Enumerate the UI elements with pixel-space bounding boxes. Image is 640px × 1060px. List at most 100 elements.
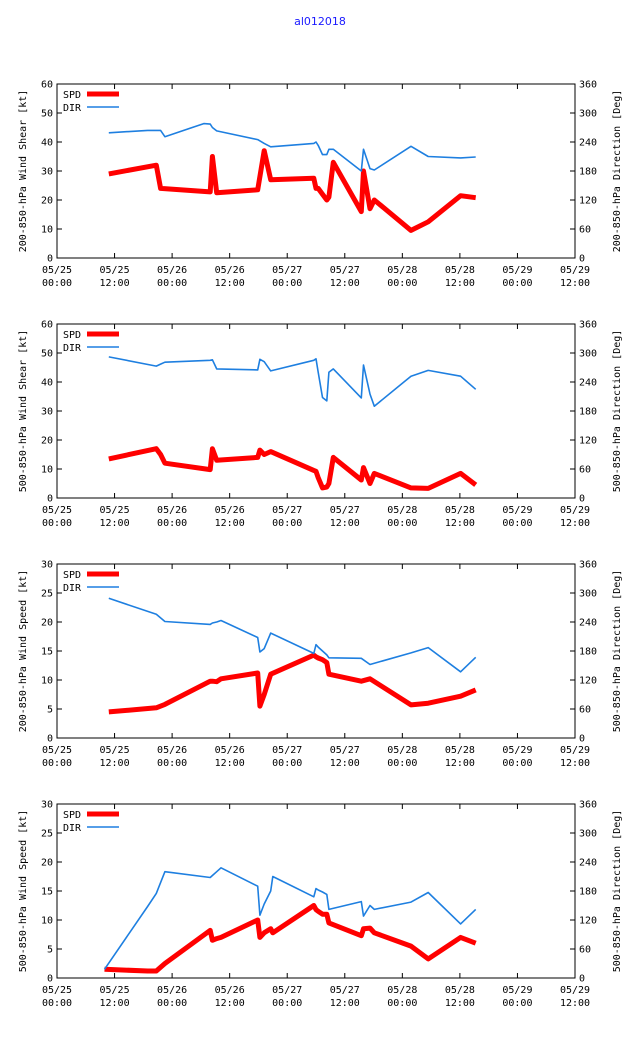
x-tick-label-date: 05/26	[215, 985, 245, 996]
x-tick-label-date: 05/28	[445, 985, 475, 996]
x-tick-label-time: 00:00	[42, 758, 72, 769]
y2-axis-label: 500-850-hPa Direction [Deg]	[612, 810, 623, 973]
y2-tick-label: 240	[579, 618, 597, 629]
x-tick-label-date: 05/27	[330, 985, 360, 996]
y2-tick-label: 0	[579, 254, 585, 265]
x-tick-label-time: 00:00	[387, 998, 417, 1009]
legend-label-dir: DIR	[63, 823, 82, 834]
y-tick-label: 25	[41, 589, 53, 600]
x-tick-label-time: 12:00	[560, 758, 590, 769]
x-tick-label-date: 05/28	[445, 265, 475, 276]
dir-series-line	[103, 866, 477, 970]
legend-label-spd: SPD	[63, 330, 81, 341]
x-tick-label-date: 05/28	[387, 985, 417, 996]
x-tick-label-time: 00:00	[502, 278, 532, 289]
x-tick-label-time: 00:00	[42, 998, 72, 1009]
y-tick-label: 60	[41, 80, 53, 91]
x-tick-label-date: 05/27	[272, 265, 302, 276]
panel-200-850-wind-speed: 05101520253006012018024030036005/2500:00…	[18, 560, 623, 770]
x-tick-label-time: 00:00	[387, 278, 417, 289]
y2-tick-label: 360	[579, 560, 597, 571]
x-tick-label-time: 00:00	[157, 518, 187, 529]
legend-label-spd: SPD	[63, 90, 81, 101]
x-tick-label-date: 05/25	[100, 505, 130, 516]
x-tick-label-date: 05/29	[502, 985, 532, 996]
x-tick-label-date: 05/28	[387, 745, 417, 756]
y-tick-label: 0	[47, 494, 53, 505]
page-title: al012018	[294, 15, 346, 28]
x-tick-label-time: 00:00	[272, 998, 302, 1009]
x-tick-label-time: 12:00	[445, 278, 475, 289]
x-tick-label-time: 00:00	[387, 758, 417, 769]
x-tick-label-date: 05/27	[272, 985, 302, 996]
y-tick-label: 30	[41, 800, 53, 811]
x-tick-label-time: 12:00	[330, 758, 360, 769]
y2-tick-label: 120	[579, 196, 597, 207]
x-tick-label-time: 12:00	[560, 998, 590, 1009]
y-tick-label: 0	[47, 734, 53, 745]
y2-tick-label: 240	[579, 378, 597, 389]
y-tick-label: 10	[41, 225, 53, 236]
y-tick-label: 50	[41, 109, 53, 120]
x-tick-label-date: 05/27	[330, 505, 360, 516]
x-tick-label-time: 00:00	[157, 278, 187, 289]
x-tick-label-date: 05/25	[42, 505, 72, 516]
y2-tick-label: 120	[579, 676, 597, 687]
x-tick-label-time: 12:00	[100, 518, 130, 529]
y-tick-label: 60	[41, 320, 53, 331]
y2-tick-label: 60	[579, 225, 591, 236]
y-axis-label: 500-850-hPa Wind Shear [kt]	[18, 330, 29, 493]
x-tick-label-date: 05/25	[42, 745, 72, 756]
x-tick-label-time: 12:00	[445, 518, 475, 529]
y2-tick-label: 0	[579, 494, 585, 505]
y-axis-label: 500-850-hPa Wind Speed [kt]	[18, 810, 29, 973]
spd-series-line	[108, 148, 477, 233]
x-tick-label-date: 05/26	[157, 985, 187, 996]
x-tick-label-date: 05/27	[330, 745, 360, 756]
panel-200-850-wind-shear: 0 10 20 30 40 50 60 0 60 120 180 240 300 360 05/25 00:0…	[18, 80, 623, 290]
x-tick-label-date: 05/27	[272, 505, 302, 516]
y-tick-label: 5	[47, 945, 53, 956]
x-tick-label-time: 00:00	[387, 518, 417, 529]
x-tick-label-date: 05/29	[560, 985, 590, 996]
legend-label-dir: DIR	[63, 583, 82, 594]
x-tick-label-date: 05/28	[445, 505, 475, 516]
y-tick-label: 20	[41, 196, 53, 207]
x-tick-label-time: 00:00	[157, 998, 187, 1009]
y2-tick-label: 300	[579, 109, 597, 120]
x-tick-label-date: 05/25	[100, 265, 130, 276]
x-tick-label-date: 05/26	[215, 745, 245, 756]
y-tick-label: 5	[47, 705, 53, 716]
y2-tick-label: 60	[579, 705, 591, 716]
legend-label-dir: DIR	[63, 103, 82, 114]
y-tick-label: 40	[41, 138, 53, 149]
x-tick-label-time: 12:00	[560, 278, 590, 289]
x-tick-label-date: 05/29	[502, 505, 532, 516]
x-tick-label-date: 05/25	[100, 985, 130, 996]
y2-tick-label: 0	[579, 734, 585, 745]
y-tick-label: 10	[41, 916, 53, 927]
spd-series-line	[108, 652, 477, 715]
y-tick-label: 25	[41, 829, 53, 840]
y-tick-label: 20	[41, 618, 53, 629]
x-tick-label-time: 12:00	[100, 278, 130, 289]
y2-tick-label: 360	[579, 80, 597, 91]
y2-tick-label: 360	[579, 800, 597, 811]
x-tick-label-time: 12:00	[100, 998, 130, 1009]
x-tick-label-time: 12:00	[445, 998, 475, 1009]
x-tick-label-time: 00:00	[272, 758, 302, 769]
x-tick-label-time: 12:00	[215, 758, 245, 769]
y2-tick-label: 180	[579, 887, 597, 898]
x-tick-label-date: 05/29	[560, 505, 590, 516]
x-tick-label-time: 00:00	[272, 278, 302, 289]
y2-axis-label: 200-850-hPa Direction [Deg]	[612, 90, 623, 253]
y-tick-label: 10	[41, 676, 53, 687]
x-tick-label-time: 00:00	[502, 518, 532, 529]
dir-series-line	[108, 356, 477, 408]
y2-tick-label: 60	[579, 945, 591, 956]
legend-label-spd: SPD	[63, 570, 81, 581]
y-axis-label: 200-850-hPa Wind Speed [kt]	[18, 570, 29, 733]
x-tick-label-date: 05/29	[502, 745, 532, 756]
x-tick-label-date: 05/28	[445, 745, 475, 756]
